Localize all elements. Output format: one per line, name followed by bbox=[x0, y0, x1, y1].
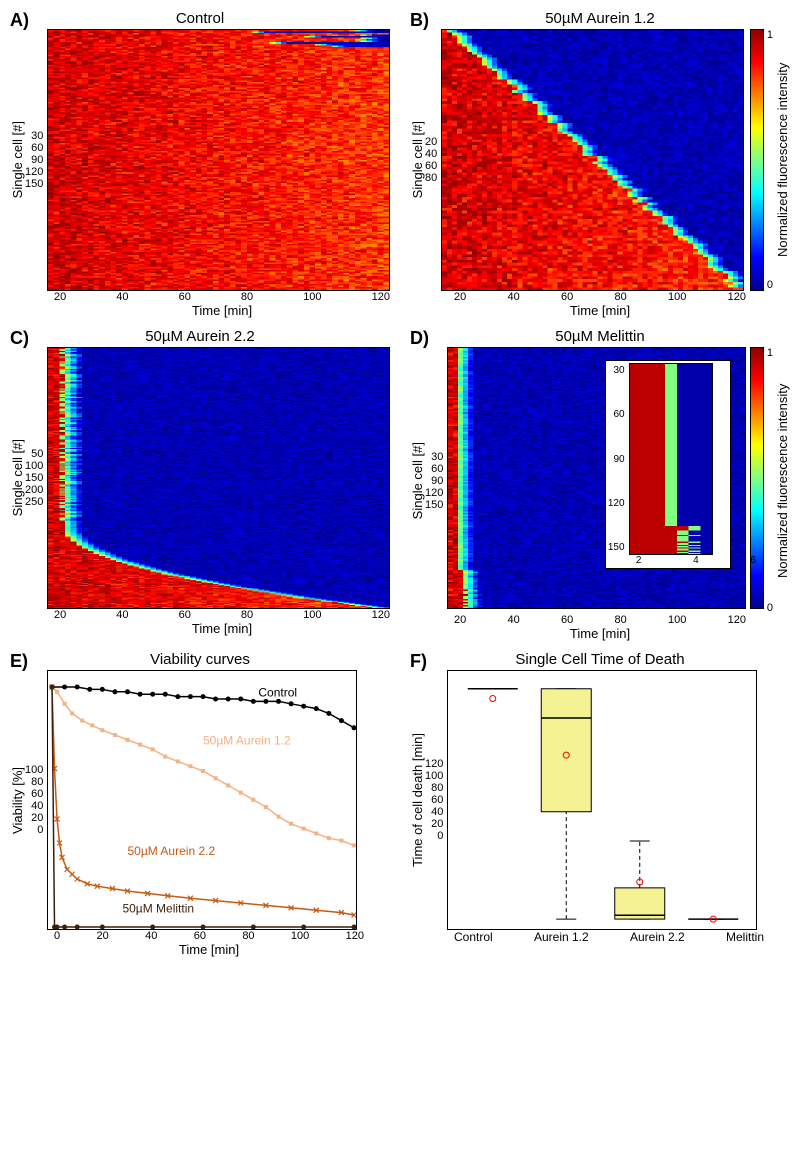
svg-text:Control: Control bbox=[259, 686, 298, 700]
panel-d-xticks: 20406080100120 bbox=[452, 614, 748, 626]
panel-b-xticks: 20406080100120 bbox=[452, 291, 748, 303]
panel-f: F) Single Cell Time of Death Time of cel… bbox=[410, 651, 790, 957]
panel-b-ylabel: Single cell [#] bbox=[410, 121, 425, 198]
panel-d-label: D) bbox=[410, 328, 429, 349]
figure-grid: A) Control Single cell [#] 306090120150 … bbox=[10, 10, 790, 957]
heatmap-b bbox=[441, 29, 744, 291]
panel-a-label: A) bbox=[10, 10, 29, 31]
panel-a: A) Control Single cell [#] 306090120150 … bbox=[10, 10, 390, 318]
colorbar-top: 10 Normalized fluorescence intensity bbox=[750, 29, 790, 291]
panel-c-xlabel: Time [min] bbox=[192, 621, 252, 636]
panel-c-label: C) bbox=[10, 328, 29, 349]
panel-b-xlabel: Time [min] bbox=[570, 303, 630, 318]
panel-e-title: Viability curves bbox=[10, 651, 390, 668]
panel-c: C) 50µM Aurein 2.2 Single cell [#] 50100… bbox=[10, 328, 390, 641]
panel-c-ylabel: Single cell [#] bbox=[10, 439, 25, 516]
heatmap-a bbox=[47, 29, 390, 291]
colorbar-bottom: 10 Normalized fluorescence intensity bbox=[750, 347, 790, 614]
panel-a-yticks: 306090120150 bbox=[25, 128, 47, 192]
viability-chart: Control 50µM Aurein 1.2 50µM Aurein 2.2 50µ… bbox=[47, 670, 357, 930]
panel-f-yticks: 120100806040200 bbox=[425, 756, 447, 844]
panel-d-ylabel: Single cell [#] bbox=[410, 442, 425, 519]
panel-d-inset: 306090120150 246 bbox=[606, 361, 730, 568]
svg-text:50µM Aurein 2.2: 50µM Aurein 2.2 bbox=[128, 844, 216, 858]
panel-e: E) Viability curves Viability [%] 100806… bbox=[10, 651, 390, 957]
panel-c-title: 50µM Aurein 2.2 bbox=[10, 328, 390, 345]
panel-e-label: E) bbox=[10, 651, 28, 672]
panel-f-xticks: ControlAurein 1.2Aurein 2.2Melittin bbox=[452, 930, 766, 944]
panel-b-label: B) bbox=[410, 10, 429, 31]
panel-b: B) 50µM Aurein 1.2 Single cell [#] 20406… bbox=[410, 10, 790, 318]
svg-text:50µM Aurein 1.2: 50µM Aurein 1.2 bbox=[203, 734, 291, 748]
panel-d-xlabel: Time [min] bbox=[570, 626, 630, 641]
boxplot-chart bbox=[447, 670, 757, 930]
panel-c-yticks: 50100150200250 bbox=[25, 446, 47, 510]
panel-a-ylabel: Single cell [#] bbox=[10, 121, 25, 198]
panel-e-yticks: 100806040200 bbox=[25, 762, 47, 838]
panel-f-ylabel: Time of cell death [min] bbox=[410, 733, 425, 867]
panel-e-xlabel: Time [min] bbox=[179, 942, 239, 957]
panel-a-xlabel: Time [min] bbox=[192, 303, 252, 318]
panel-d-title: 50µM Melittin bbox=[410, 328, 790, 345]
panel-b-title: 50µM Aurein 1.2 bbox=[410, 10, 790, 27]
panel-b-yticks: 20406080 bbox=[425, 134, 441, 186]
panel-e-ylabel: Viability [%] bbox=[10, 767, 25, 834]
panel-c-xticks: 20406080100120 bbox=[52, 609, 392, 621]
panel-a-xticks: 20406080100120 bbox=[52, 291, 392, 303]
svg-text:50µM Melittin: 50µM Melittin bbox=[123, 902, 195, 916]
panel-a-title: Control bbox=[10, 10, 390, 27]
panel-d: D) 50µM Melittin Single cell [#] 3060901… bbox=[410, 328, 790, 641]
panel-d-yticks: 306090120150 bbox=[425, 449, 447, 513]
panel-e-xticks: 020406080100120 bbox=[52, 930, 366, 942]
heatmap-c bbox=[47, 347, 390, 609]
panel-f-label: F) bbox=[410, 651, 427, 672]
panel-f-title: Single Cell Time of Death bbox=[410, 651, 790, 668]
